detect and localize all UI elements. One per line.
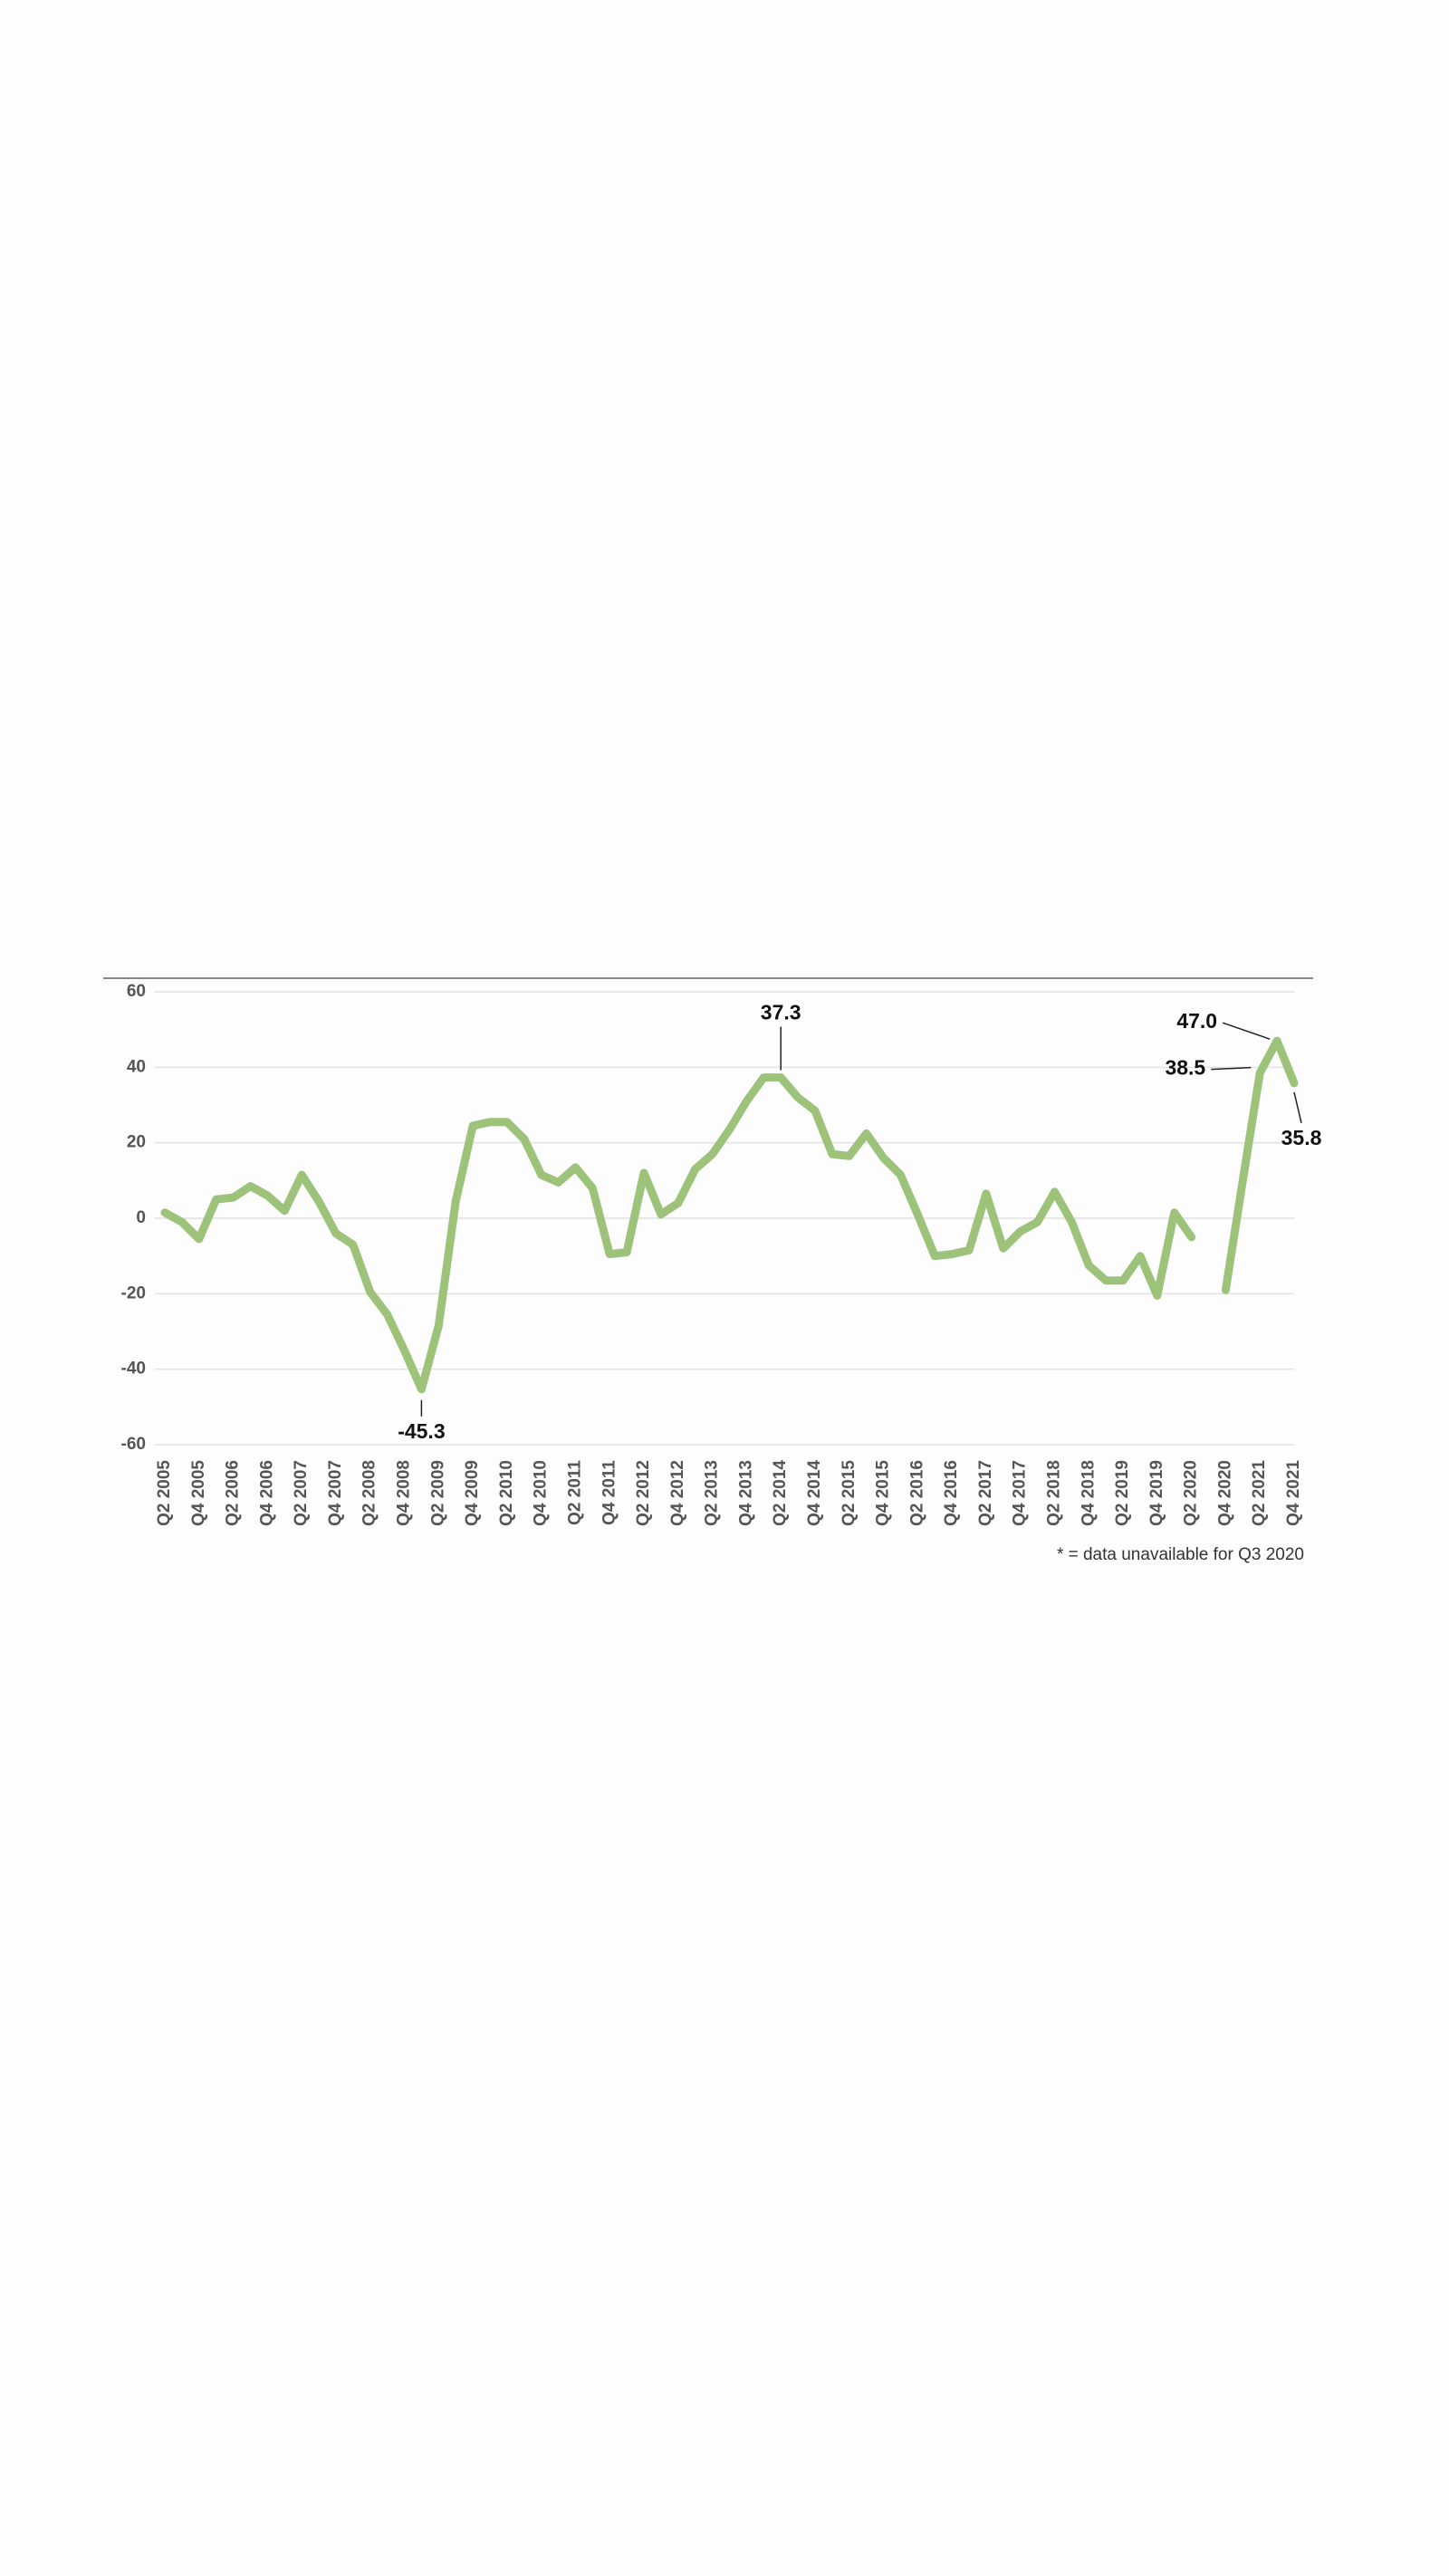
x-tick-label: Q2 2009 bbox=[428, 1460, 447, 1526]
x-tick-label: Q4 2018 bbox=[1079, 1460, 1098, 1526]
x-tick-label: Q4 2006 bbox=[257, 1460, 276, 1526]
x-tick-label: Q4 2011 bbox=[600, 1460, 619, 1525]
y-tick-label: -40 bbox=[121, 1360, 146, 1379]
x-tick-label: Q4 2014 bbox=[805, 1460, 824, 1526]
x-tick-label: Q2 2005 bbox=[155, 1460, 174, 1526]
leader-line bbox=[1222, 1022, 1271, 1040]
x-tick-label: Q2 2018 bbox=[1045, 1460, 1064, 1526]
value-label: -45.3 bbox=[398, 1419, 445, 1443]
x-tick-label: Q4 2008 bbox=[395, 1460, 414, 1526]
y-tick-label: -60 bbox=[121, 1435, 146, 1454]
leader-line bbox=[1211, 1066, 1252, 1071]
x-tick-label: Q4 2019 bbox=[1147, 1460, 1166, 1526]
x-tick-label: Q4 2021 bbox=[1284, 1460, 1303, 1526]
x-tick-label: Q2 2011 bbox=[565, 1460, 584, 1525]
footnote: * = data unavailable for Q3 2020 bbox=[1057, 1545, 1304, 1564]
y-tick-label: 20 bbox=[127, 1133, 146, 1152]
x-tick-label: Q4 2015 bbox=[874, 1460, 893, 1526]
x-tick-label: Q4 2016 bbox=[942, 1460, 961, 1526]
value-label: 35.8 bbox=[1281, 1126, 1322, 1149]
x-tick-label: Q4 2005 bbox=[189, 1460, 208, 1526]
y-tick-label: 60 bbox=[127, 982, 146, 1001]
y-tick-label: -20 bbox=[121, 1283, 146, 1302]
x-tick-label: Q2 2013 bbox=[703, 1460, 722, 1526]
x-tick-label: Q4 2017 bbox=[1011, 1460, 1030, 1526]
value-label: 38.5 bbox=[1165, 1056, 1205, 1080]
x-tick-label: Q2 2017 bbox=[976, 1460, 995, 1526]
y-tick-label: 0 bbox=[136, 1208, 146, 1227]
x-tick-label: Q2 2016 bbox=[907, 1460, 926, 1526]
x-tick-label: Q2 2010 bbox=[497, 1460, 516, 1526]
y-tick-label: 40 bbox=[127, 1057, 146, 1076]
x-tick-label: Q4 2012 bbox=[668, 1460, 687, 1526]
value-label: 37.3 bbox=[761, 1001, 801, 1024]
x-tick-label: Q2 2015 bbox=[840, 1460, 859, 1526]
x-tick-label: Q2 2006 bbox=[224, 1460, 243, 1526]
x-tick-label: Q2 2020 bbox=[1182, 1460, 1201, 1526]
x-tick-label: Q4 2009 bbox=[463, 1460, 482, 1526]
x-tick-label: Q2 2008 bbox=[360, 1460, 379, 1526]
x-tick-label: Q4 2013 bbox=[736, 1460, 755, 1526]
x-tick-label: Q2 2012 bbox=[634, 1460, 653, 1526]
x-tick-label: Q2 2021 bbox=[1250, 1460, 1269, 1526]
x-tick-label: Q2 2014 bbox=[771, 1460, 790, 1526]
x-tick-label: Q4 2020 bbox=[1215, 1460, 1234, 1526]
x-tick-label: Q2 2007 bbox=[292, 1460, 311, 1526]
x-tick-label: Q2 2019 bbox=[1113, 1460, 1132, 1526]
x-tick-label: Q4 2010 bbox=[532, 1460, 551, 1526]
data-line bbox=[160, 1036, 1299, 1394]
leader-line bbox=[1293, 1091, 1302, 1124]
value-label: 47.0 bbox=[1176, 1009, 1217, 1033]
x-tick-label: Q4 2007 bbox=[326, 1460, 345, 1526]
